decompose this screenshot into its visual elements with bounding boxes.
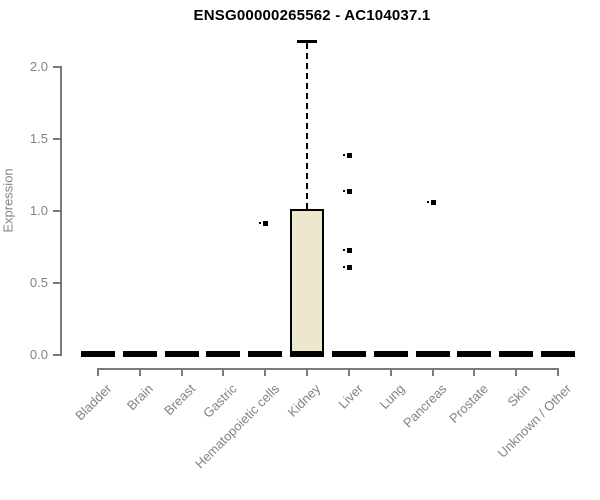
x-tick [222,368,225,376]
median-bar [541,351,575,357]
x-tick-label: Gastric [200,381,241,421]
x-tick-label: Lung [376,381,408,413]
outlier-point [342,152,352,158]
y-tick-label: 1.5 [29,131,48,146]
outlier-point [259,220,269,226]
x-tick [389,368,392,376]
x-tick-label: Prostate [446,381,491,426]
median-bar [248,351,283,357]
y-tick [53,210,61,212]
x-tick-label: Brain [124,381,157,414]
outlier-point [342,247,352,253]
x-tick [515,368,518,376]
median-bar [373,351,408,357]
x-tick-label: Kidney [284,381,324,420]
x-tick [97,368,99,376]
y-tick-label: 0.0 [29,347,48,362]
x-tick [347,368,350,376]
x-tick-label: Breast [161,381,199,419]
x-tick-label: Pancreas [399,381,450,431]
y-tick-label: 2.0 [29,59,48,74]
median-bar [415,351,450,357]
x-tick [431,368,434,376]
x-axis-line [98,368,558,370]
x-tick [264,368,267,376]
median-bar [331,351,366,357]
median-bar [290,351,325,357]
y-tick-label: 0.5 [29,275,48,290]
median-bar [206,351,241,357]
median-bar [457,351,492,357]
y-tick [53,282,61,284]
x-tick-label: Skin [504,381,533,410]
x-tick [473,368,476,376]
median-bar [499,351,534,357]
whisker [306,43,309,209]
x-tick [557,368,559,376]
median-bar [164,351,199,357]
outlier-point [342,265,352,271]
outlier-point [342,188,352,194]
median-bar [122,351,157,357]
x-tick-label: Bladder [72,381,115,424]
y-axis-line [60,66,62,356]
box [290,208,325,357]
y-tick [53,138,61,140]
median-bar [81,351,115,357]
x-tick [306,368,309,376]
y-tick-label: 1.0 [29,203,48,218]
x-tick-label: Liver [334,381,366,412]
y-axis-label: Expression [0,168,16,233]
x-tick [180,368,183,376]
whisker-cap [297,40,318,44]
x-tick-label: Unknown / Other [495,381,575,461]
y-tick [53,66,61,68]
chart-title: ENSG00000265562 - AC104037.1 [193,7,431,24]
y-tick [53,354,61,356]
outlier-point [426,200,436,206]
x-tick [138,368,141,376]
